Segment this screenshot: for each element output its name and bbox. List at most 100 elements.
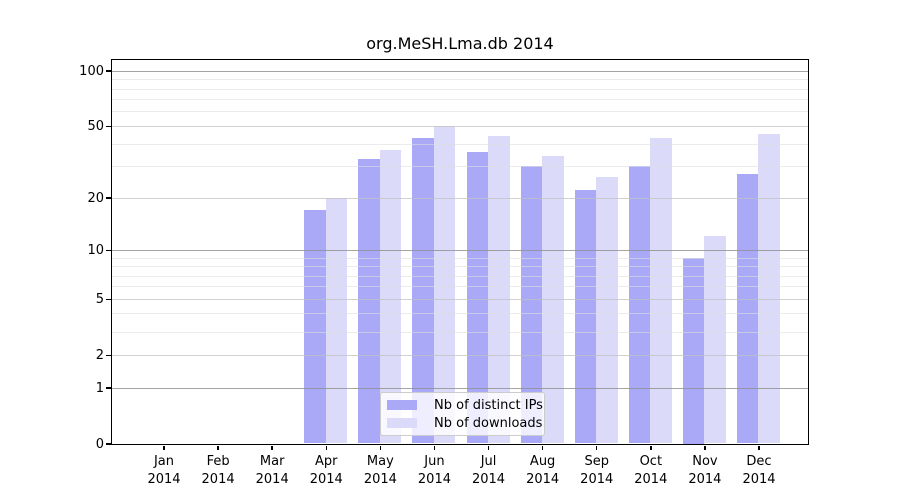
grid-line-minor [111, 143, 808, 145]
x-axis-year: 2014 [580, 471, 614, 487]
bar-distinct-ips [736, 174, 759, 444]
x-axis-tick-label: Apr 2014 [296, 453, 356, 488]
y-axis-tick-label: 100 [79, 63, 104, 79]
x-axis-year: 2014 [201, 471, 235, 487]
x-axis-month: Mar [259, 454, 285, 469]
bar-downloads [433, 125, 456, 444]
grid-line-major [111, 125, 808, 127]
y-axis-tick [105, 249, 111, 252]
y-axis-tick-label: 0 [95, 436, 104, 452]
legend-swatch-distinct-ips [387, 400, 417, 410]
y-axis-tick-label: 1 [95, 380, 104, 396]
bar-downloads [704, 236, 726, 444]
grid-line-minor [111, 331, 808, 333]
bar-downloads [596, 177, 618, 444]
x-axis-month: Nov [692, 454, 718, 469]
grid-line-minor [111, 257, 808, 259]
x-axis-tick-label: Feb 2014 [188, 453, 248, 488]
x-axis-tick-label: May 2014 [350, 453, 410, 488]
x-axis-month: Jun [424, 454, 445, 469]
legend-swatch-downloads [387, 418, 417, 428]
grid-line-minor [111, 88, 808, 90]
grid-line-minor [111, 99, 808, 101]
bar-downloads [542, 156, 564, 444]
grid-line-major [111, 249, 808, 251]
legend-label: Nb of downloads [434, 415, 543, 431]
bar-distinct-ips [466, 151, 489, 444]
legend: Nb of distinct IPs Nb of downloads [380, 392, 545, 436]
plot-area [110, 58, 809, 445]
x-axis-tick [379, 445, 382, 450]
x-axis-month: Jan [153, 454, 175, 469]
y-axis-tick-label: 2 [95, 347, 104, 363]
x-axis-tick [595, 445, 598, 450]
bar-downloads [325, 197, 348, 444]
grid-line-minor [111, 79, 808, 81]
x-axis-tick-label: Jan 2014 [134, 453, 194, 488]
grid-line-major [111, 387, 808, 389]
x-axis-year: 2014 [634, 471, 668, 487]
bar-distinct-ips [574, 190, 597, 444]
x-axis-tick [433, 445, 436, 450]
x-axis-tick [704, 445, 706, 450]
y-axis-tick [105, 70, 111, 72]
bar-distinct-ips [304, 210, 326, 444]
y-axis-tick [105, 354, 111, 356]
x-axis-tick [541, 445, 544, 450]
x-axis-tick-label: Nov 2014 [675, 453, 735, 488]
x-axis-tick [758, 445, 760, 450]
x-axis-tick-label: Oct 2014 [621, 453, 681, 488]
grid-line-minor [111, 111, 808, 113]
legend-item-downloads: Nb of downloads [387, 415, 542, 431]
x-axis-year: 2014 [363, 471, 397, 487]
y-axis-tick [105, 197, 111, 199]
x-axis-month: May [366, 454, 394, 469]
bar-distinct-ips [358, 158, 380, 444]
grid-line-major [111, 197, 808, 199]
bar-distinct-ips [628, 166, 651, 444]
y-axis-tick [105, 387, 111, 389]
x-axis-tick [325, 445, 328, 450]
y-axis-tick-label: 20 [87, 190, 104, 206]
x-axis-year: 2014 [688, 471, 722, 487]
x-axis-month: Feb [206, 454, 230, 469]
x-axis-month: Aug [529, 454, 556, 469]
x-axis-month: Oct [639, 454, 663, 469]
x-axis-tick-label: Dec 2014 [729, 453, 789, 488]
grid-line-minor [111, 313, 808, 315]
x-axis-year: 2014 [255, 471, 289, 487]
y-axis-tick [105, 443, 111, 445]
grid-line-minor [111, 275, 808, 277]
y-axis-tick [105, 125, 111, 128]
x-axis-month: Sep [584, 454, 609, 469]
bar-distinct-ips [412, 137, 434, 444]
bar-downloads [379, 149, 402, 444]
grid-line-minor [111, 166, 808, 168]
y-axis-tick-label: 5 [95, 291, 104, 307]
y-axis-tick-label: 10 [87, 242, 104, 258]
y-axis-tick-label: 50 [87, 118, 104, 134]
x-axis-month: Jul [480, 454, 497, 469]
grid-line-minor [111, 266, 808, 267]
x-axis-month: Apr [315, 454, 338, 469]
x-axis-tick-label: Aug 2014 [513, 453, 573, 488]
x-axis-month: Dec [746, 454, 772, 469]
x-axis-tick-label: Mar 2014 [242, 453, 302, 488]
chart-title: org.MeSH.Lma.db 2014 [366, 34, 554, 53]
x-axis-year: 2014 [742, 471, 776, 487]
x-axis-year: 2014 [147, 471, 181, 487]
x-axis-year: 2014 [309, 471, 343, 487]
x-axis-tick-label: Sep 2014 [567, 453, 627, 488]
grid-line-minor [111, 286, 808, 288]
bar-downloads [488, 136, 510, 444]
bar-distinct-ips [682, 257, 705, 444]
x-axis-tick [650, 445, 652, 450]
x-axis-tick [271, 445, 273, 450]
x-axis-tick [163, 445, 165, 450]
bar-distinct-ips [520, 166, 543, 444]
bar-downloads [758, 134, 780, 444]
x-axis-tick-label: Jun 2014 [404, 453, 464, 488]
grid-line-major [111, 70, 808, 72]
x-axis-year: 2014 [471, 471, 506, 487]
